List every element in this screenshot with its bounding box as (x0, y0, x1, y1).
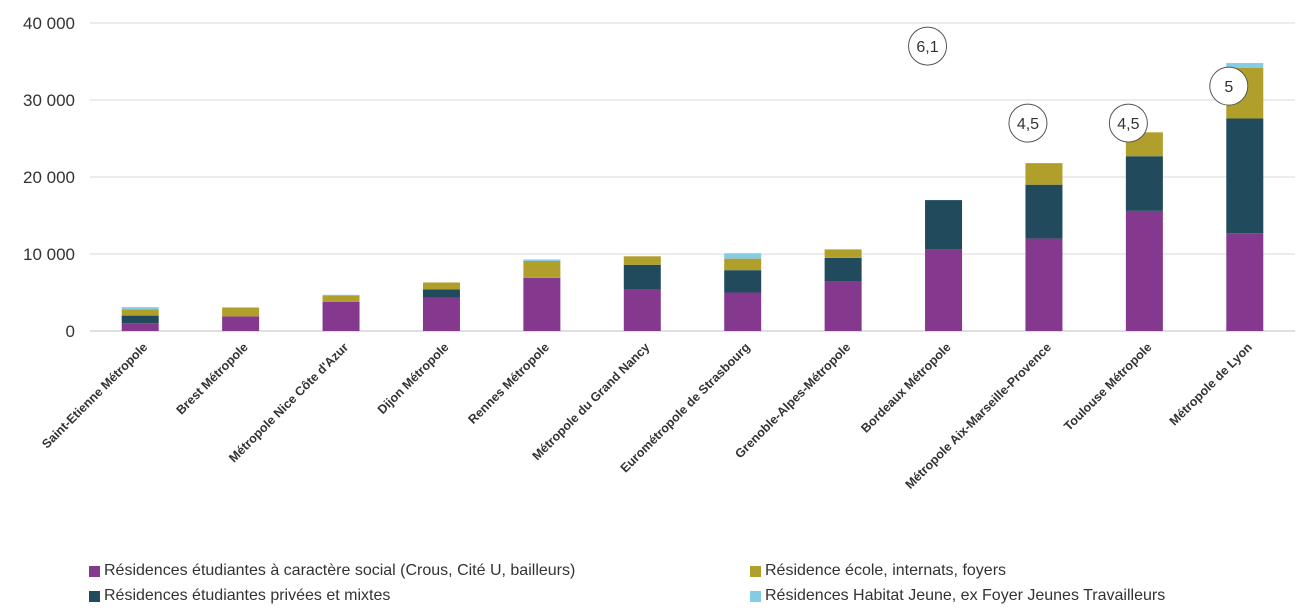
category-label: Rennes Métropole (465, 340, 552, 427)
bar-segment-0 (925, 249, 963, 331)
bar-segment-1 (925, 200, 963, 250)
annotation: 6,1 (908, 26, 948, 66)
annotation: 5 (1209, 66, 1249, 106)
annotation-label: 5 (1224, 79, 1233, 96)
bar-segment-0 (523, 277, 561, 331)
category-label: Grenoble-Alpes-Métropole (732, 340, 853, 461)
bar-segment-3 (1226, 63, 1264, 68)
bar-segment-3 (724, 253, 762, 259)
bar-segment-1 (824, 257, 862, 282)
bar-segment-1 (623, 264, 661, 290)
annotation-circle (1209, 66, 1249, 106)
category-label: Brest Métropole (174, 340, 251, 417)
annotation: 4,5 (1108, 103, 1148, 143)
bar-segment-2 (523, 260, 561, 278)
category-label: Métropole de Lyon (1167, 340, 1255, 428)
annotation-circle (1108, 103, 1148, 143)
bar-segment-2 (824, 249, 862, 258)
bar-segment-0 (222, 316, 260, 331)
bar-segment-1 (724, 270, 762, 293)
category-label: Bordeaux Métropole (858, 340, 953, 435)
bar-segment-3 (222, 307, 260, 308)
bar-segment-0 (824, 281, 862, 331)
bar-segment-0 (322, 301, 360, 331)
annotation-label: 4,5 (1017, 116, 1039, 133)
y-axis-ticks: 0 10 000 20 000 30 000 40 000 (23, 14, 75, 341)
category-label: Métropole du Grand Nancy (530, 340, 653, 463)
category-labels: Saint-Etienne Métropole Brest MétropoleMé… (39, 340, 1255, 492)
bar-segment-3 (322, 294, 360, 296)
category-label: Métropole Nice Côte d'Azur (226, 340, 351, 465)
bar-segment-3 (523, 259, 561, 261)
category-label: Saint-Etienne Métropole (39, 340, 150, 451)
bars (121, 63, 1264, 331)
bar-segment-1 (422, 289, 460, 298)
annotation: 4,5 (1008, 103, 1048, 143)
annotation-label: 6,1 (916, 39, 938, 56)
category-label: Dijon Métropole (375, 340, 452, 417)
bar-segment-2 (1025, 163, 1063, 185)
bar-segment-2 (121, 309, 159, 316)
bar-segment-0 (724, 292, 762, 331)
annotation-label: 4,5 (1117, 116, 1139, 133)
bar-segment-0 (1226, 233, 1264, 331)
y-tick-label: 40 000 (23, 14, 75, 33)
annotations: 6,1 4,5 4,5 5 (908, 26, 1249, 143)
bar-segment-2 (724, 258, 762, 271)
annotation-circle (1008, 103, 1048, 143)
annotation-circle (908, 26, 948, 66)
bar-segment-0 (1025, 238, 1063, 331)
category-label: Toulouse Métropole (1061, 340, 1154, 433)
y-tick-label: 20 000 (23, 168, 75, 187)
bar-segment-0 (121, 323, 159, 331)
y-tick-label: 30 000 (23, 91, 75, 110)
y-tick-label: 10 000 (23, 245, 75, 264)
bar-segment-2 (222, 307, 260, 317)
bar-segment-1 (121, 315, 159, 324)
bar-segment-1 (1226, 118, 1264, 234)
gridlines (90, 22, 1295, 332)
bar-segment-1 (1025, 184, 1063, 239)
bar-segment-0 (623, 289, 661, 331)
bar-segment-0 (422, 297, 460, 331)
bar-segment-1 (1125, 156, 1163, 211)
bar-segment-2 (322, 295, 360, 302)
bar-segment-0 (1125, 210, 1163, 331)
bar-segment-3 (121, 307, 159, 310)
bar-segment-2 (623, 256, 661, 265)
y-tick-label: 0 (66, 322, 75, 341)
bar-segment-2 (422, 282, 460, 290)
